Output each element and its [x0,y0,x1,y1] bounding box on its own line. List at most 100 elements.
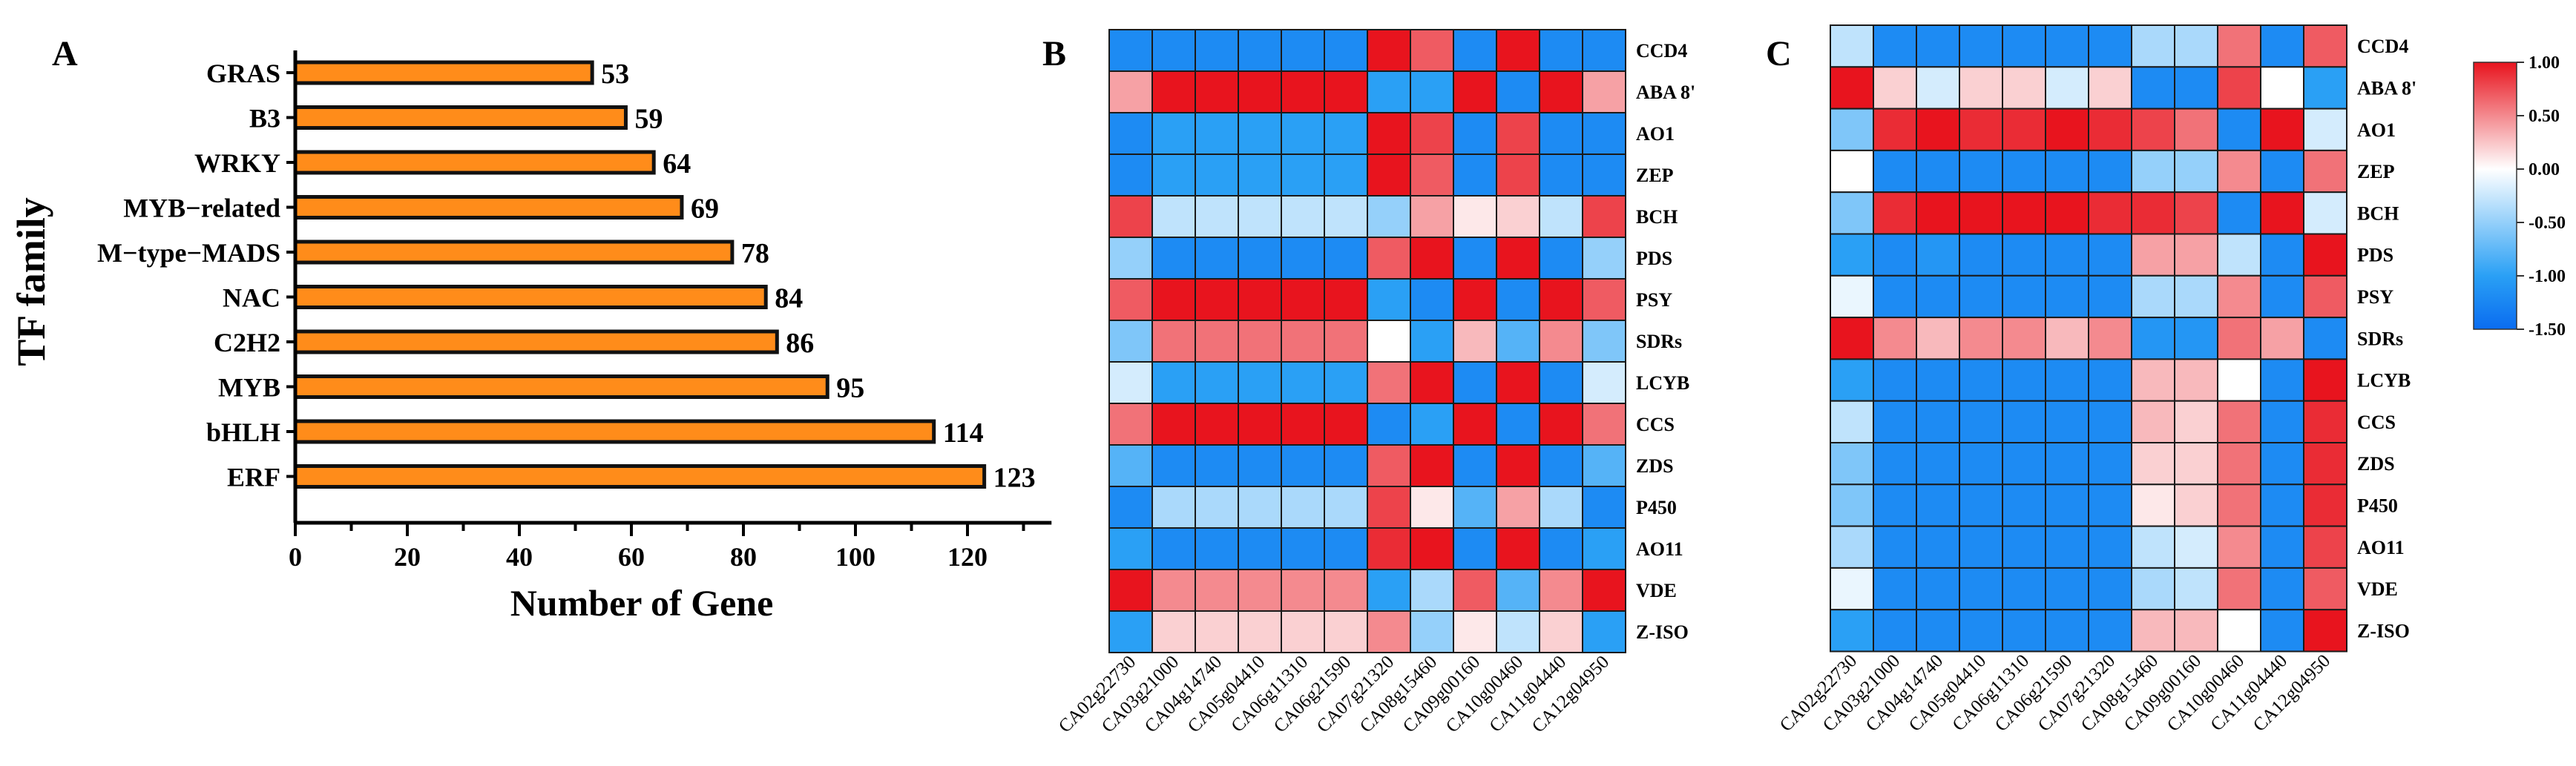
heatmap-cell [1108,195,1153,238]
row-label: CCS [2357,412,2396,433]
heatmap-cell [2088,274,2132,319]
heatmap-cell [1367,112,1411,155]
heatmap-cell [2217,233,2261,277]
heatmap-cell [1151,29,1196,72]
heatmap-cell [2131,191,2175,235]
row-label: CCD4 [2357,36,2408,57]
heatmap-cell [1281,320,1325,363]
heatmap-cell [1195,29,1239,72]
heatmap-cell [1453,610,1497,653]
heatmap-cell [1324,486,1368,529]
row-label: VDE [1636,580,1677,601]
heatmap-cell [2045,358,2089,402]
heatmap-cell [1410,403,1454,446]
bar [293,105,628,130]
heatmap-cell [1195,361,1239,404]
category-label: WRKY [194,148,280,178]
heatmap-cell [1238,527,1282,570]
heatmap-cell [2260,108,2304,151]
heatmap-cell [1367,278,1411,321]
panel-label-a: A [52,34,78,73]
heatmap-cell [1151,527,1196,570]
heatmap-cell [2260,274,2304,319]
bar [293,240,735,265]
heatmap-cell [1151,278,1196,321]
row-label: ABA 8' [1636,82,1695,103]
heatmap-cell [2088,483,2132,527]
heatmap-cell [2303,24,2347,68]
heatmap-cell [2088,525,2132,569]
heatmap-cell [1453,527,1497,570]
heatmap-cell [1916,149,1960,194]
heatmap-cell [2045,317,2089,360]
heatmap-cell [1959,317,2003,360]
heatmap-cell [1916,609,1960,653]
heatmap-cell [1496,112,1540,155]
heatmap-cell [1324,361,1368,404]
heatmap-cell [1453,112,1497,155]
heatmap-cell [1281,403,1325,446]
heatmap-cell [1830,358,1874,402]
heatmap-cell [1916,567,1960,611]
heatmap-cell [2002,483,2046,527]
heatmap-cell [1873,191,1917,235]
heatmap-cell [1410,70,1454,113]
heatmap-cell [1108,70,1153,113]
heatmap-cell [1830,609,1874,653]
heatmap-cell [1959,274,2003,319]
heatmap-cell [1324,527,1368,570]
heatmap-cell [1830,191,1874,235]
heatmap-cell [2002,274,2046,319]
heatmap-cell [2260,317,2304,360]
heatmap-cell [2088,317,2132,360]
heatmap-cell [1539,70,1583,113]
heatmap-cell [1195,70,1239,113]
heatmap-cell [2045,525,2089,569]
heatmap-cell [1830,274,1874,319]
heatmap-cell [2002,149,2046,194]
heatmap-cell [1324,153,1368,197]
heatmap-cell [1539,320,1583,363]
heatmap-cell [1410,112,1454,155]
heatmap-cell [2174,567,2218,611]
data-label: 114 [943,417,984,449]
heatmap-cell [1195,486,1239,529]
heatmap-column-labels-c: CA02g22730CA03g21000CA04g14740CA05g04410… [1776,651,2334,736]
heatmap-cell [1539,610,1583,653]
heatmap-cell [1830,525,1874,569]
heatmap-cell [2002,66,2046,110]
heatmap-cell [2174,442,2218,486]
heatmap-cell [2002,233,2046,277]
heatmap-row-labels-b: CCD4 ABA 8' AO1 ZEP BCH PDS PSY SDRs LCYB CCS ZDS P… [1636,40,1695,643]
heatmap-cell [2088,24,2132,68]
heatmap-cell [1873,567,1917,611]
row-label: ZDS [2357,453,2395,475]
heatmap-cell [1324,195,1368,238]
colorbar-tick-label: 0.00 [2529,160,2560,179]
heatmap-cell [2260,609,2304,653]
heatmap-cell [1582,278,1626,321]
heatmap-cell [1367,610,1411,653]
heatmap-cell [1916,483,1960,527]
heatmap-cell [1830,66,1874,110]
row-label: AO1 [1636,123,1675,145]
heatmap-cell [1959,191,2003,235]
heatmap-cell [1151,320,1196,363]
heatmap-cell [2217,66,2261,110]
heatmap-cell [1281,29,1325,72]
heatmap-cell [1916,108,1960,151]
heatmap-cell [1453,70,1497,113]
heatmap-cell [1830,483,1874,527]
heatmap-cell [2303,483,2347,527]
heatmap-cell [1830,442,1874,486]
heatmap-cell [1108,112,1153,155]
heatmap-cell [1195,195,1239,238]
heatmap-cell [1539,569,1583,612]
heatmap-cell [1582,486,1626,529]
heatmap-cell [1195,610,1239,653]
heatmap-cell [1281,70,1325,113]
heatmap-cell [1324,112,1368,155]
heatmap-cell [1496,444,1540,487]
heatmap-cell [1367,361,1411,404]
heatmap-cell [1496,70,1540,113]
